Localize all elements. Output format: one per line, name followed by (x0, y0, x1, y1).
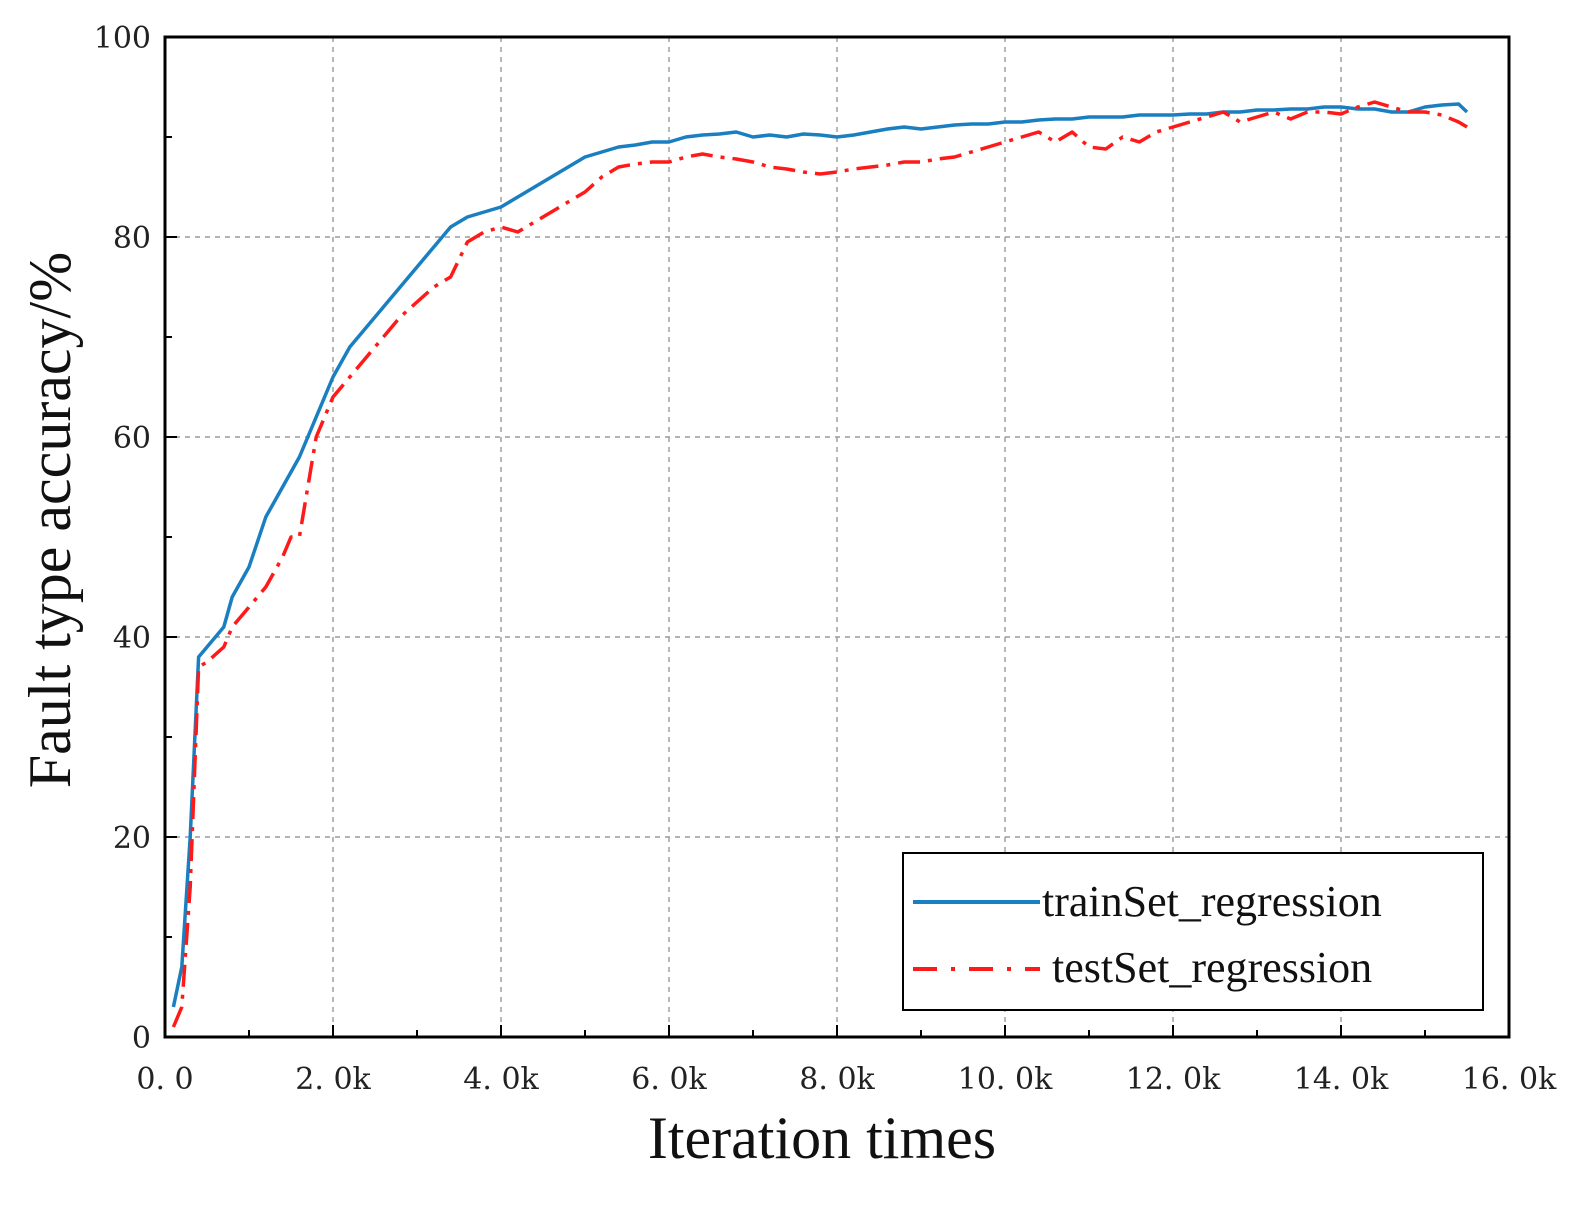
x-tick-label: 10. 0k (958, 1062, 1053, 1097)
y-tick-label: 80 (113, 221, 151, 256)
x-tick-label: 16. 0k (1462, 1062, 1557, 1097)
legend: trainSet_regression testSet_regression (902, 852, 1484, 1011)
y-tick-label: 20 (113, 821, 151, 856)
series-line-testset-regression (171, 100, 1468, 1028)
y-tick-label: 60 (113, 421, 151, 456)
x-tick-label: 4. 0k (463, 1062, 539, 1097)
legend-box (902, 852, 1484, 1011)
y-axis-title: Fault type accuracy/% (17, 252, 83, 788)
x-axis-title: Iteration times (648, 1105, 996, 1171)
y-tick-label: 0 (132, 1021, 151, 1056)
series-line-trainset-regression (171, 102, 1469, 1008)
x-tick-label: 2. 0k (295, 1062, 371, 1097)
legend-label-trainset-regression: trainSet_regression (1042, 877, 1382, 926)
x-tick-label: 12. 0k (1126, 1062, 1221, 1097)
x-tick-label: 14. 0k (1294, 1062, 1389, 1097)
y-tick-label: 100 (94, 21, 151, 56)
x-tick-label: 8. 0k (799, 1062, 875, 1097)
y-tick-labels: 0 20 40 60 80 100 (94, 21, 151, 1056)
x-tick-label: 6. 0k (631, 1062, 707, 1097)
y-tick-label: 40 (113, 621, 151, 656)
x-tick-labels: 0. 0 2. 0k 4. 0k 6. 0k 8. 0k 10. 0k 12. 0k 14. … (136, 1062, 1557, 1097)
series-layer (171, 100, 1469, 1028)
legend-label-testset-regression: testSet_regression (1052, 943, 1372, 992)
axis-ticks (164, 36, 1510, 1038)
x-tick-label: 0. 0 (136, 1062, 193, 1097)
